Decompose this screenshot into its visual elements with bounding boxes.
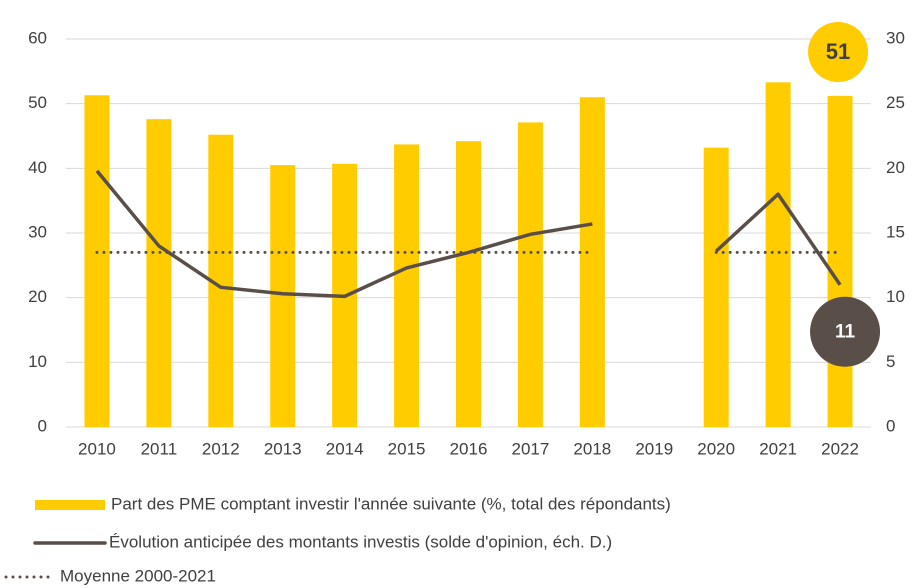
bar (517, 122, 543, 428)
y-tick-label: 60 (28, 28, 47, 47)
y2-tick-label: 20 (886, 158, 905, 177)
x-tick-label: 2021 (759, 439, 797, 458)
x-tick-label: 2013 (264, 439, 302, 458)
y2-tick-label: 5 (886, 352, 895, 371)
y2-tick-label: 25 (886, 93, 905, 112)
line (715, 192, 842, 286)
y2-tick-label: 15 (886, 222, 905, 241)
legend-label: Moyenne 2000-2021 (60, 566, 216, 585)
y-tick-label: 20 (28, 287, 47, 306)
y-tick-label: 30 (28, 222, 47, 241)
legend-label: Évolution anticipée des montants investi… (109, 532, 612, 551)
y-tick-label: 0 (38, 416, 47, 435)
x-tick-label: 2014 (326, 439, 364, 458)
bar (394, 144, 420, 427)
legend-swatch (35, 500, 105, 510)
y-tick-label: 10 (28, 352, 47, 371)
x-tick-label: 2010 (78, 439, 116, 458)
annotation-label: 11 (835, 322, 856, 343)
x-tick-label: 2015 (388, 439, 426, 458)
annotation-circle (808, 22, 869, 82)
bar (84, 95, 110, 427)
bar (146, 119, 172, 427)
x-tick-label: 2017 (512, 439, 550, 458)
annotation-circle (810, 296, 881, 367)
line (95, 169, 593, 299)
y-tick-label: 50 (28, 93, 47, 112)
bar (827, 95, 853, 427)
x-tick-label: 2022 (821, 439, 859, 458)
x-tick-label: 2011 (141, 439, 178, 458)
bar (270, 165, 296, 427)
bar (456, 141, 481, 427)
x-tick-label: 2016 (450, 439, 488, 458)
x-tick-label: 2019 (635, 439, 673, 458)
legend-label: Part des PME comptant investir l'année s… (111, 494, 671, 513)
x-tick-label: 2018 (573, 439, 611, 458)
y-tick-label: 40 (28, 158, 47, 177)
y2-tick-label: 10 (886, 287, 905, 306)
bar (579, 97, 605, 427)
x-tick-label: 2020 (697, 439, 735, 458)
y2-tick-label: 0 (886, 416, 895, 435)
x-tick-label: 2012 (202, 439, 240, 458)
y2-tick-label: 30 (886, 28, 905, 47)
annotation-label: 51 (826, 39, 850, 64)
bar (765, 82, 791, 428)
bar (703, 147, 729, 427)
